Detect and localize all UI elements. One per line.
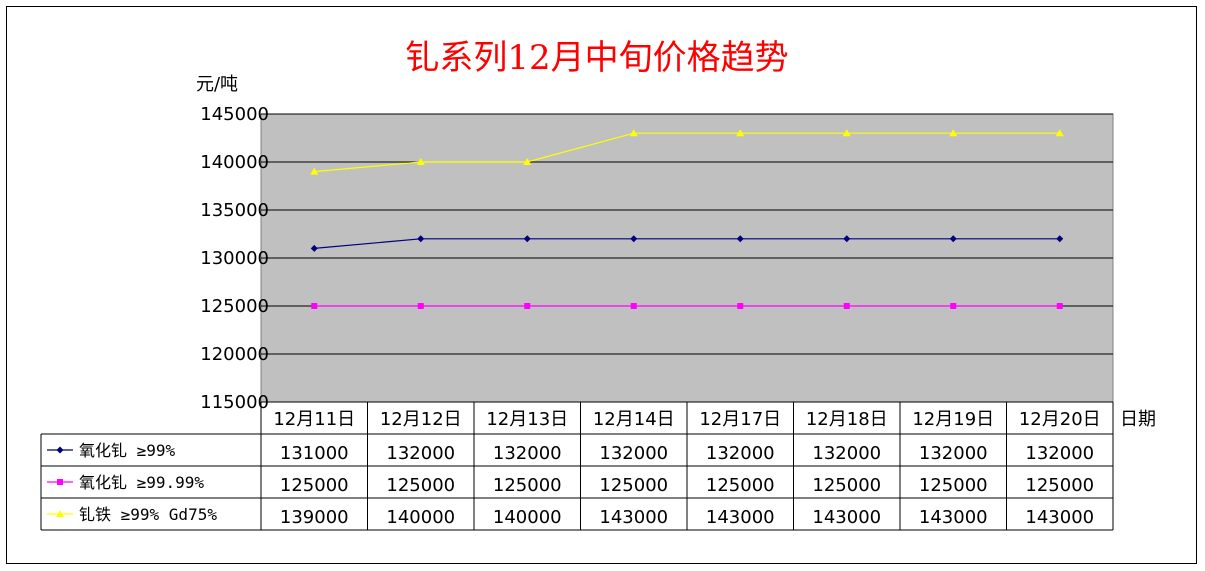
y-tick-label: 140000 bbox=[200, 152, 269, 173]
line-chart: 钆系列12月中旬价格趋势 元/吨 日期 115000 120000 125000 13… bbox=[40, 38, 1156, 531]
table-cell: 143000 bbox=[1025, 507, 1094, 528]
data-table: 12月11日 12月12日 12月13日 12月14日 12月17日 12月18日 12月1… bbox=[40, 401, 1114, 531]
table-cell: 132000 bbox=[919, 443, 988, 464]
data-point bbox=[523, 158, 532, 165]
series-2 bbox=[311, 303, 1063, 309]
data-point bbox=[630, 235, 638, 243]
y-tick-label: 145000 bbox=[200, 104, 269, 125]
data-point bbox=[737, 303, 744, 309]
x-tick-label: 12月14日 bbox=[593, 409, 675, 430]
data-point bbox=[736, 129, 745, 137]
table-cell: 132000 bbox=[1025, 443, 1094, 464]
series-lines bbox=[310, 129, 1064, 309]
table-cell: 125000 bbox=[812, 475, 881, 496]
legend-key-3 bbox=[47, 510, 73, 517]
legend-key-1 bbox=[47, 446, 73, 454]
x-tick-label: 12月18日 bbox=[806, 409, 888, 430]
legend-key-2 bbox=[47, 479, 73, 485]
y-axis-label: 元/吨 bbox=[196, 74, 238, 95]
x-tick-label: 12月20日 bbox=[1019, 409, 1101, 430]
data-point bbox=[310, 244, 318, 252]
series-name: 钆铁 ≥99% Gd75% bbox=[79, 505, 217, 524]
data-point bbox=[949, 129, 958, 137]
table-cell: 125000 bbox=[706, 475, 775, 496]
table-cell: 125000 bbox=[280, 475, 349, 496]
data-point bbox=[56, 446, 64, 454]
x-tick-label: 12月12日 bbox=[380, 409, 462, 430]
table-cell: 143000 bbox=[706, 507, 775, 528]
table-cell: 125000 bbox=[1025, 475, 1094, 496]
series-3 bbox=[310, 129, 1064, 175]
series-1 bbox=[310, 235, 1064, 252]
data-point bbox=[417, 235, 425, 243]
series-name: 氧化钆 ≥99% bbox=[79, 441, 176, 460]
x-tick-label: 12月11日 bbox=[273, 409, 355, 430]
table-cell: 132000 bbox=[386, 443, 455, 464]
series-line bbox=[314, 132, 1060, 173]
series-line bbox=[314, 238, 1060, 249]
x-tick-label: 12月19日 bbox=[912, 409, 994, 430]
chart-title: 钆系列12月中旬价格趋势 bbox=[405, 38, 788, 78]
data-point bbox=[950, 303, 957, 309]
table-cell: 132000 bbox=[493, 443, 562, 464]
y-tick-label: 135000 bbox=[200, 200, 269, 221]
x-tick-label: 12月17日 bbox=[699, 409, 781, 430]
data-point bbox=[842, 129, 851, 137]
data-point bbox=[630, 303, 637, 309]
data-point bbox=[311, 303, 318, 309]
data-point bbox=[310, 167, 319, 175]
table-cell: 131000 bbox=[280, 443, 349, 464]
data-point bbox=[949, 235, 957, 243]
data-point bbox=[523, 235, 531, 243]
table-cell: 140000 bbox=[493, 507, 562, 528]
y-tick-label: 125000 bbox=[200, 296, 269, 317]
table-cell: 132000 bbox=[599, 443, 668, 464]
table-cell: 125000 bbox=[493, 475, 562, 496]
series-name: 氧化钆 ≥99.99% bbox=[79, 473, 204, 492]
table-cell: 125000 bbox=[599, 475, 668, 496]
data-point bbox=[736, 235, 744, 243]
table-cell: 143000 bbox=[599, 507, 668, 528]
y-tick-label: 130000 bbox=[200, 248, 269, 269]
data-point bbox=[843, 303, 850, 309]
table-cell: 132000 bbox=[812, 443, 881, 464]
y-tick-label: 115000 bbox=[200, 392, 269, 413]
table-cell: 143000 bbox=[919, 507, 988, 528]
data-point bbox=[57, 479, 63, 485]
data-point bbox=[416, 158, 425, 165]
y-tick-labels: 115000 120000 125000 130000 135000 140000 1450… bbox=[200, 104, 269, 413]
table-cell: 125000 bbox=[386, 475, 455, 496]
x-axis-label: 日期 bbox=[1120, 409, 1156, 430]
data-point bbox=[417, 303, 424, 309]
x-tick-label: 12月13日 bbox=[486, 409, 568, 430]
table-cell: 140000 bbox=[386, 507, 455, 528]
table-cell: 132000 bbox=[706, 443, 775, 464]
table-cell: 139000 bbox=[280, 507, 349, 528]
data-point bbox=[524, 303, 531, 309]
table-cell: 143000 bbox=[812, 507, 881, 528]
data-point bbox=[1056, 235, 1064, 243]
y-tick-label: 120000 bbox=[200, 344, 269, 365]
table-cell: 125000 bbox=[919, 475, 988, 496]
chart-frame: 钆系列12月中旬价格趋势 元/吨 日期 115000 120000 125000 13… bbox=[6, 6, 1197, 564]
data-point bbox=[1055, 129, 1064, 137]
data-point bbox=[1056, 303, 1063, 309]
data-point bbox=[56, 510, 64, 517]
data-point bbox=[629, 129, 638, 137]
data-point bbox=[843, 235, 851, 243]
